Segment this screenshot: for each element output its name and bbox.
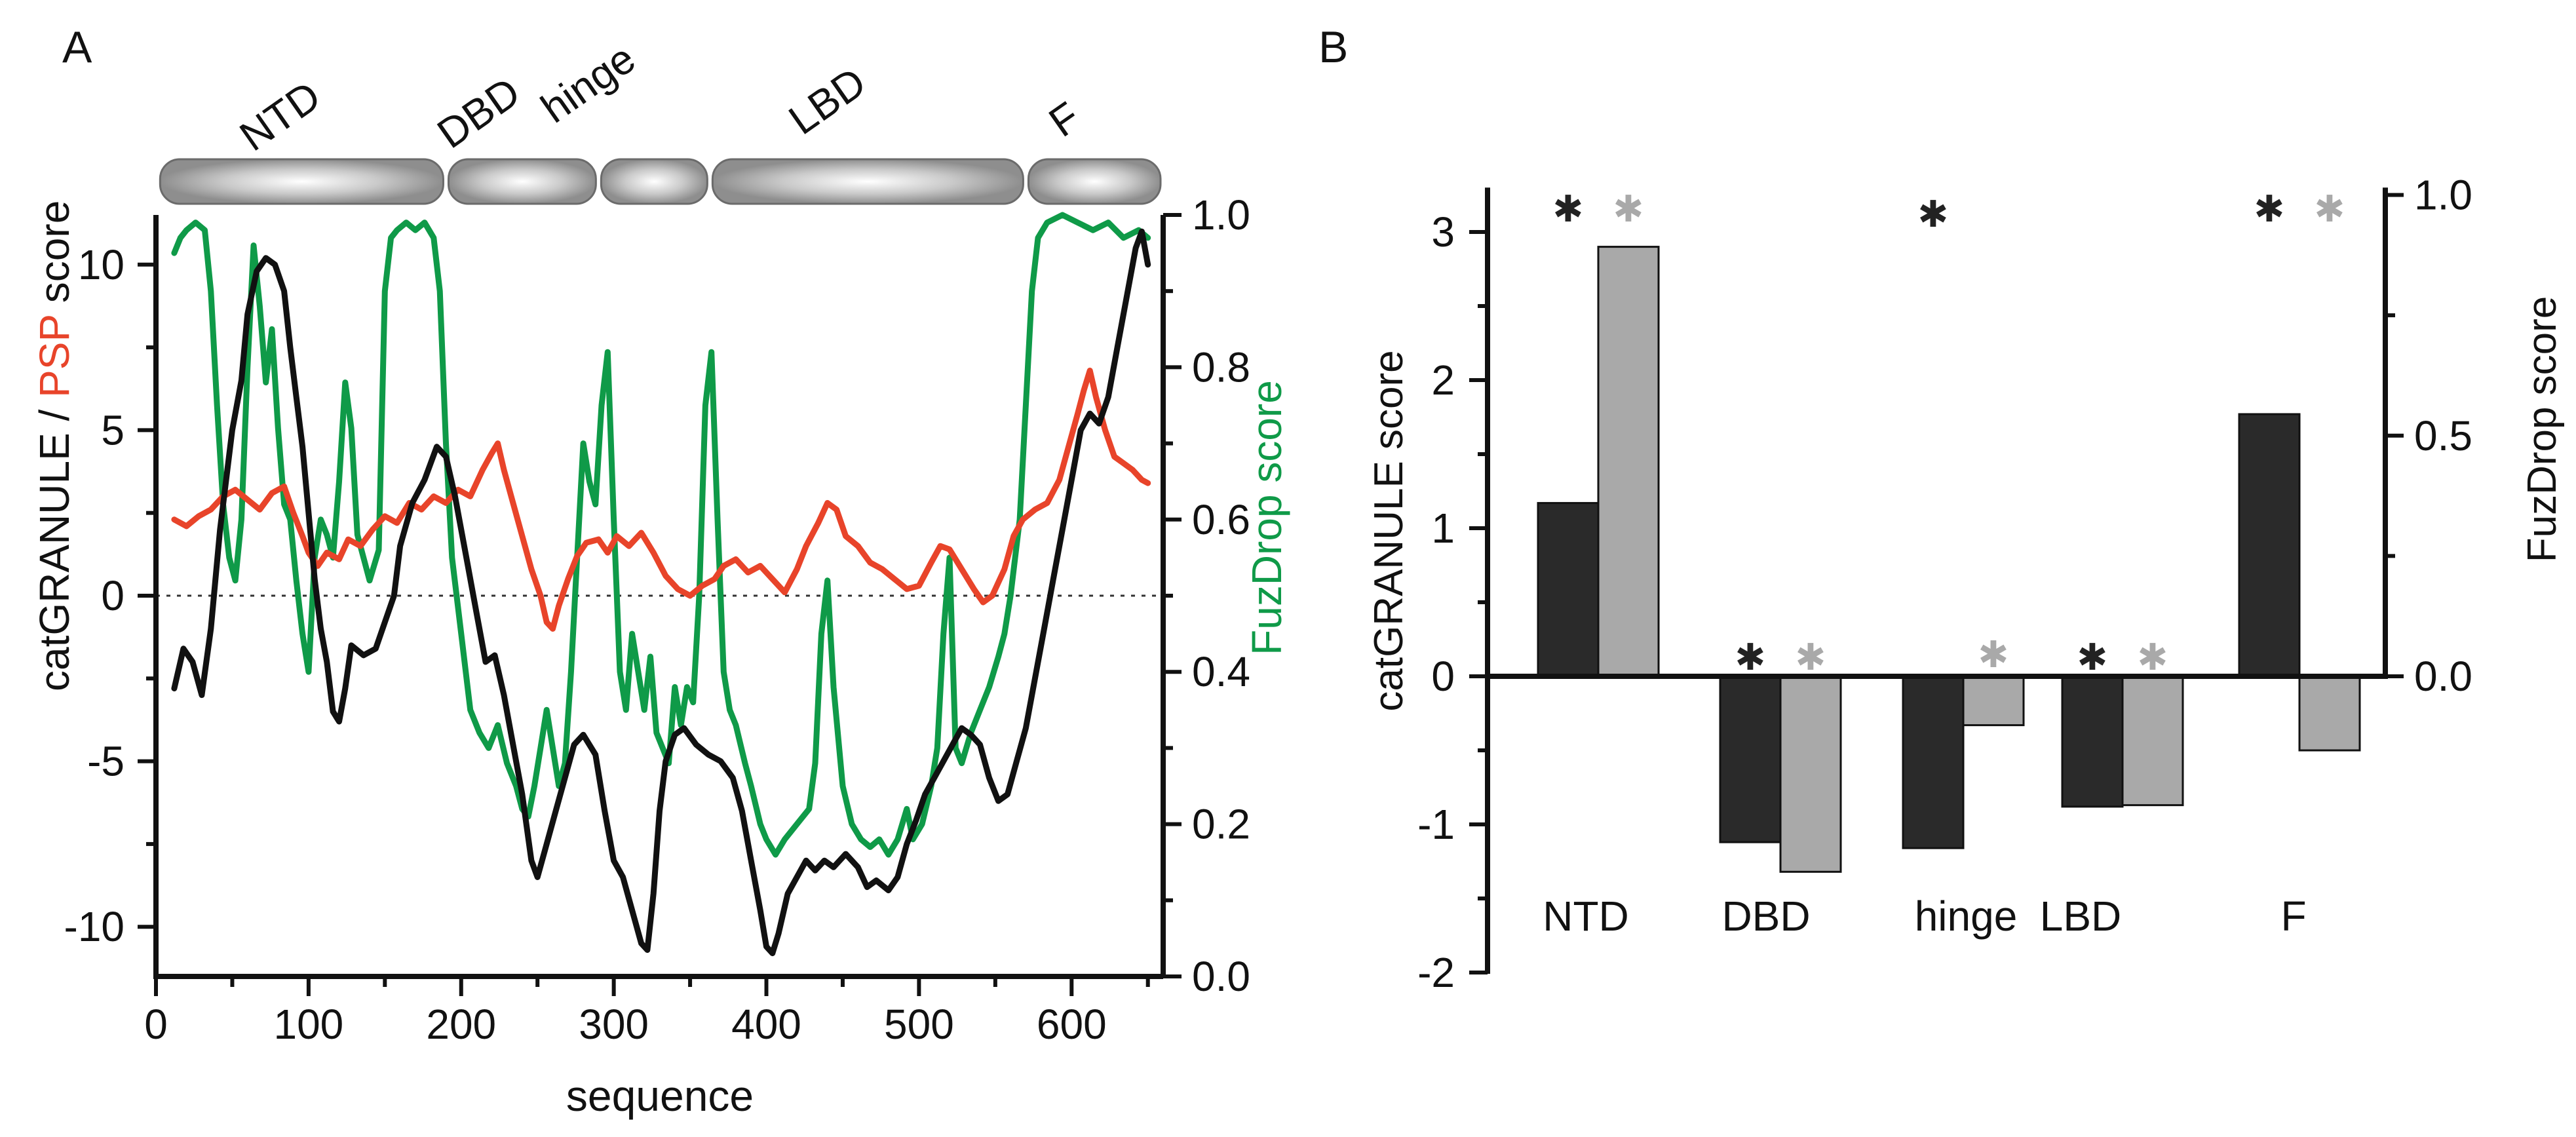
significance-marker: ✱ [2077, 636, 2108, 678]
x-tick-label: 500 [884, 1001, 954, 1048]
x-tick-label: 400 [731, 1001, 801, 1048]
category-label: DBD [1721, 893, 1810, 940]
panel-a-label: A [62, 22, 92, 72]
domain-label: F [1041, 92, 1088, 145]
domain-pill [1027, 158, 1162, 205]
x-tick-label: 300 [579, 1001, 649, 1048]
y-axis-left-title-part1: catGRANULE / [31, 398, 78, 691]
y-tick-left-label: -10 [64, 903, 125, 950]
y-tick-left-label: 3 [1431, 208, 1455, 256]
y-axis-left-title-part3: score [31, 201, 78, 315]
panel-a-axes: 0 100 200 300 400 500 600 -10 -5 0 5 10 0.0 0.2 0.4 0.6… [64, 191, 1250, 1048]
x-tick-label: 100 [273, 1001, 343, 1048]
significance-marker: ✱ [2138, 636, 2168, 678]
category-label: LBD [2040, 893, 2122, 940]
domain-pill [600, 158, 708, 205]
bar [1537, 502, 1600, 678]
panel-b-label: B [1318, 22, 1348, 72]
bar [2121, 675, 2184, 807]
category-label: F [2280, 893, 2306, 940]
significance-marker: ✱ [1978, 634, 2009, 675]
category-labels: NTD DBD hinge LBD F [1543, 893, 2306, 940]
bar [2061, 675, 2124, 808]
significance-marker: ✱ [1613, 188, 1644, 229]
domain-label: NTD [231, 72, 329, 160]
y-tick-right-label: 0.0 [2414, 653, 2472, 700]
domain-label: LBD [780, 58, 874, 144]
bar [2298, 675, 2361, 752]
y-axis-right-title: FuzDrop score [2520, 296, 2565, 563]
bar [1597, 246, 1660, 678]
panel-b-axes: -2 -1 0 1 2 3 0.0 0.5 1.0 [1417, 172, 2472, 997]
x-tick-label: 0 [144, 1001, 168, 1048]
y-tick-left-label: -1 [1417, 801, 1455, 848]
y-tick-right-label: 1.0 [2414, 172, 2472, 219]
y-tick-right-label: 0.2 [1192, 801, 1250, 848]
bar [1962, 675, 2025, 727]
y-tick-right-label: 0.5 [2414, 412, 2472, 459]
y-tick-left-label: 2 [1431, 357, 1455, 404]
y-tick-right-label: 0.4 [1192, 648, 1250, 695]
domain-label: hinge [533, 35, 644, 132]
x-axis-title: sequence [566, 1071, 754, 1120]
significance-marker: ✱ [1735, 636, 1766, 678]
y-tick-left-label: -5 [87, 738, 125, 785]
series-line-fuzdrop [171, 212, 1151, 858]
significance-marker: ✱ [1918, 193, 1949, 235]
y-tick-right-label: 1.0 [1192, 191, 1250, 239]
significance-markers: ✱ ✱ ✱ ✱ ✱ ✱ ✱ ✱ ✱ ✱ [1553, 188, 2345, 678]
x-tick-label: 200 [426, 1001, 496, 1048]
bar-group [1537, 246, 2361, 873]
significance-marker: ✱ [1553, 188, 1584, 229]
series-line-psp [171, 368, 1151, 632]
significance-marker: ✱ [1796, 636, 1826, 678]
y-tick-left-label: 0 [101, 572, 125, 619]
significance-marker: ✱ [2254, 188, 2285, 229]
y-axis-left-title: catGRANULE / PSP score [31, 201, 78, 691]
y-tick-left-label: 5 [101, 406, 125, 453]
domain-bar: NTD DBD hinge LBD F [159, 35, 1162, 205]
y-tick-right-label: 0.8 [1192, 343, 1250, 391]
y-tick-left-label: 1 [1431, 505, 1455, 552]
panel-b: B ✱ ✱ ✱ ✱ ✱ ✱ ✱ ✱ ✱ ✱ -2 -1 0 1 2 3 0.0 0.5 1.0 NTD DBD hin… [1318, 22, 2565, 996]
series-line-catgranule [171, 228, 1151, 957]
category-label: hinge [1915, 893, 2018, 940]
x-tick-label: 600 [1037, 1001, 1107, 1048]
y-tick-right-label: 0.6 [1192, 496, 1250, 543]
y-tick-left-label: 0 [1431, 653, 1455, 700]
y-axis-left-title-psp: PSP [31, 315, 78, 398]
y-tick-left-label: 10 [78, 241, 125, 288]
panel-a: A NTD DBD hinge LBD F 0 100 200 300 400 500 600-10… [31, 22, 1290, 1120]
y-tick-left-label: -2 [1417, 949, 1455, 996]
y-tick-right-label: 0.0 [1192, 953, 1250, 1000]
domain-pill [711, 158, 1024, 205]
bar [1779, 675, 1842, 873]
significance-marker: ✱ [2315, 188, 2345, 229]
domain-pill [447, 158, 597, 205]
bar [2238, 413, 2301, 678]
domain-label: DBD [429, 68, 528, 157]
bar [1902, 675, 1965, 849]
domain-pill [159, 158, 444, 205]
bar [1719, 675, 1782, 843]
y-axis-left-title: catGRANULE score [1366, 350, 1412, 711]
y-axis-right-title: FuzDrop score [1243, 380, 1290, 655]
category-label: NTD [1543, 893, 1629, 940]
line-series-group [171, 212, 1151, 957]
